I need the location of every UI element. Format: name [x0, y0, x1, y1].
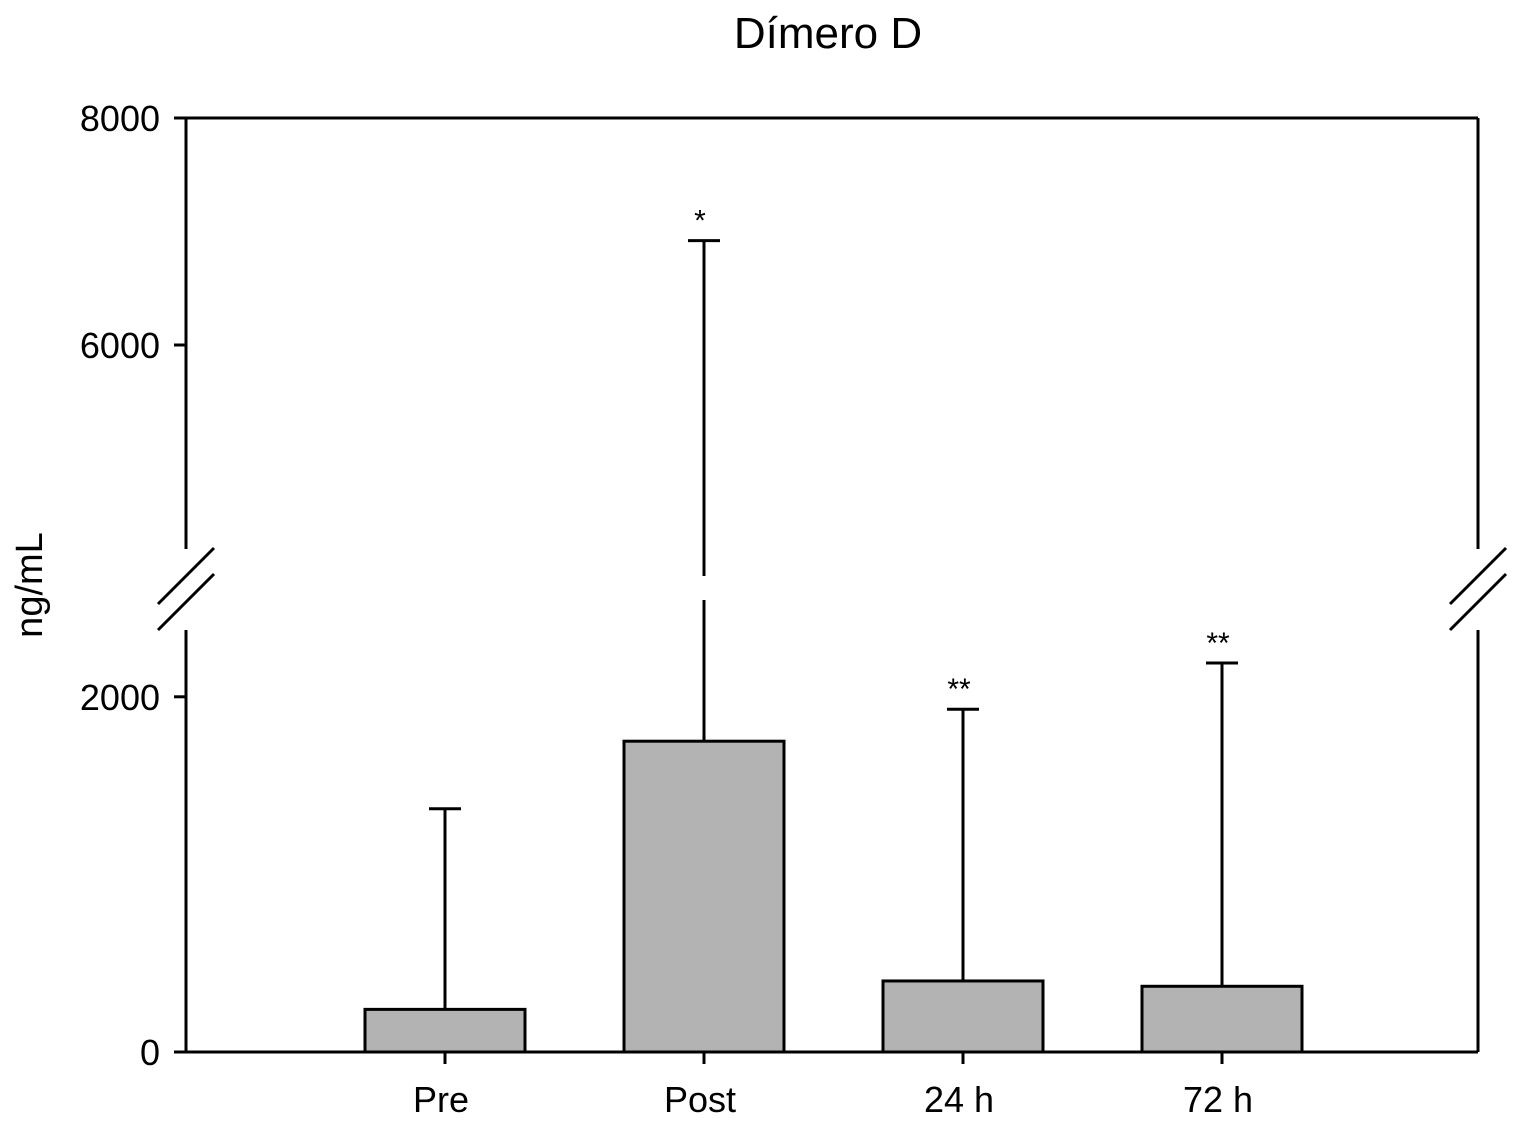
- bar: [622, 739, 786, 1054]
- axis-break-mark-left: [156, 572, 216, 632]
- bar: [1140, 984, 1304, 1054]
- x-tick-label: Pre: [413, 1079, 469, 1120]
- bar: [363, 1007, 527, 1054]
- y-axis-label: ng/mL: [9, 532, 51, 638]
- axis-break-mark-left: [156, 546, 216, 606]
- x-tick-label: 72 h: [1183, 1079, 1253, 1120]
- axis-break-mark-right: [1448, 546, 1508, 606]
- chart-title: Dímero D: [734, 9, 922, 58]
- bar: [881, 979, 1045, 1054]
- significance-marker: **: [947, 673, 971, 706]
- x-tick-label: Post: [664, 1079, 736, 1120]
- y-tick-label: 2000: [80, 677, 160, 718]
- y-tick-label: 6000: [80, 325, 160, 366]
- y-tick-label: 0: [140, 1032, 160, 1073]
- y-tick-label: 8000: [80, 98, 160, 139]
- significance-marker: *: [694, 205, 706, 238]
- x-tick-label: 24 h: [924, 1079, 994, 1120]
- axis-break-mark-right: [1448, 572, 1508, 632]
- significance-marker: **: [1206, 627, 1230, 660]
- plot-area: 0 2000 6000 8000 Pre Post * 24 h ** 72 h **: [80, 98, 1508, 1120]
